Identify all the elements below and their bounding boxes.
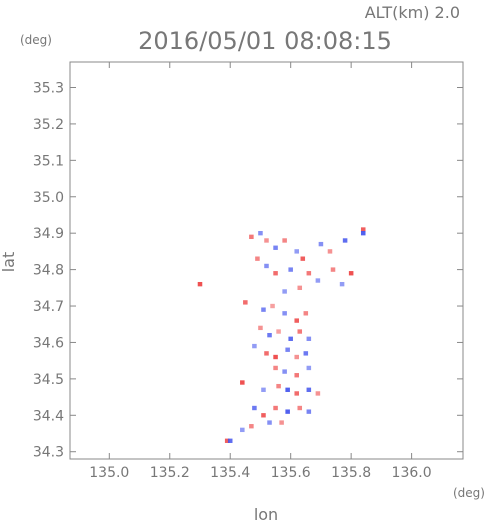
x-axis-label: lon bbox=[254, 505, 278, 521]
data-cell bbox=[294, 318, 299, 323]
axis-ticks: 135.0 135.2 135.4 135.6 135.8 136.0 34.3 34.4 34… bbox=[33, 62, 463, 481]
y-tick-label: 34.5 bbox=[33, 372, 64, 388]
x-tick-label: 135.6 bbox=[271, 465, 311, 481]
data-cell bbox=[294, 249, 299, 254]
data-cell bbox=[303, 311, 309, 316]
data-cell bbox=[227, 438, 233, 443]
datetime-title: 2016/05/01 08:08:15 bbox=[138, 27, 392, 55]
y-axis-label: lat bbox=[0, 252, 18, 273]
data-cell bbox=[318, 241, 324, 247]
data-cell bbox=[276, 383, 281, 389]
y-tick-label: 34.7 bbox=[33, 299, 64, 315]
data-cell bbox=[267, 332, 272, 338]
data-cell bbox=[306, 336, 312, 341]
data-cell bbox=[267, 420, 272, 425]
y-tick-label: 34.6 bbox=[33, 335, 64, 351]
y-tick-label: 34.9 bbox=[33, 226, 64, 242]
data-cell bbox=[276, 329, 281, 334]
data-cell bbox=[330, 267, 336, 272]
data-cell bbox=[240, 380, 245, 385]
data-cell bbox=[273, 405, 278, 411]
x-tick-label: 135.4 bbox=[210, 465, 250, 481]
x-tick-label: 135.2 bbox=[150, 465, 190, 481]
data-cell bbox=[243, 300, 248, 305]
data-cell bbox=[285, 387, 290, 392]
data-cell bbox=[282, 311, 287, 316]
data-cell bbox=[306, 409, 312, 414]
data-cell bbox=[224, 438, 230, 443]
y-tick-label: 34.8 bbox=[33, 263, 64, 279]
data-cell bbox=[258, 325, 263, 331]
altitude-label: ALT(km) 2.0 bbox=[365, 3, 460, 22]
data-cell bbox=[252, 405, 257, 411]
data-cell bbox=[306, 271, 312, 276]
data-cell bbox=[264, 238, 269, 243]
data-cell bbox=[264, 263, 269, 269]
data-cell bbox=[273, 245, 278, 250]
data-cell bbox=[348, 271, 354, 276]
data-cell bbox=[282, 369, 287, 374]
data-cell bbox=[264, 351, 269, 356]
x-tick-label: 135.0 bbox=[89, 465, 129, 481]
data-cell bbox=[261, 387, 266, 392]
data-cell bbox=[252, 343, 257, 349]
data-cell bbox=[303, 351, 309, 356]
x-tick-label: 136.0 bbox=[392, 465, 432, 481]
data-cell bbox=[297, 405, 303, 411]
data-cell bbox=[285, 347, 290, 352]
data-cell bbox=[294, 354, 299, 360]
y-unit-label: (deg) bbox=[20, 33, 52, 47]
data-cell bbox=[197, 281, 203, 287]
data-cell bbox=[261, 307, 266, 312]
y-tick-label: 35.0 bbox=[33, 190, 64, 206]
data-cell bbox=[273, 365, 278, 371]
data-cell bbox=[258, 230, 263, 236]
x-unit-label: (deg) bbox=[453, 486, 485, 500]
data-cell bbox=[270, 303, 275, 309]
x-tick-label: 135.8 bbox=[331, 465, 371, 481]
data-cell bbox=[261, 413, 266, 418]
data-cell bbox=[249, 234, 254, 240]
y-tick-label: 35.1 bbox=[33, 153, 64, 169]
data-cell bbox=[273, 271, 278, 276]
data-cells bbox=[197, 227, 366, 443]
data-cell bbox=[297, 285, 303, 291]
data-cell bbox=[288, 267, 293, 272]
data-cell bbox=[285, 409, 290, 414]
data-cell bbox=[315, 278, 321, 283]
y-tick-label: 35.2 bbox=[33, 117, 64, 133]
data-cell bbox=[339, 281, 345, 287]
data-cell bbox=[360, 230, 366, 236]
data-cell bbox=[249, 424, 254, 429]
data-cell bbox=[306, 365, 312, 371]
plot-frame bbox=[69, 61, 464, 460]
data-cell bbox=[279, 420, 284, 425]
data-cell bbox=[273, 354, 278, 360]
data-cell bbox=[294, 391, 299, 396]
data-cell bbox=[360, 227, 366, 232]
data-cell bbox=[255, 256, 260, 261]
data-cell bbox=[240, 427, 245, 433]
data-cell bbox=[306, 387, 312, 392]
data-cell bbox=[300, 256, 306, 261]
data-cell bbox=[342, 238, 348, 243]
data-cell bbox=[297, 329, 303, 334]
data-cell bbox=[282, 238, 287, 243]
data-cell bbox=[282, 289, 287, 294]
data-cell bbox=[315, 391, 321, 396]
data-cell bbox=[327, 249, 333, 254]
data-cell bbox=[288, 336, 293, 341]
y-tick-label: 34.3 bbox=[33, 445, 64, 461]
y-tick-label: 34.4 bbox=[33, 408, 64, 424]
y-tick-label: 35.3 bbox=[33, 80, 64, 96]
data-cell bbox=[294, 373, 299, 378]
